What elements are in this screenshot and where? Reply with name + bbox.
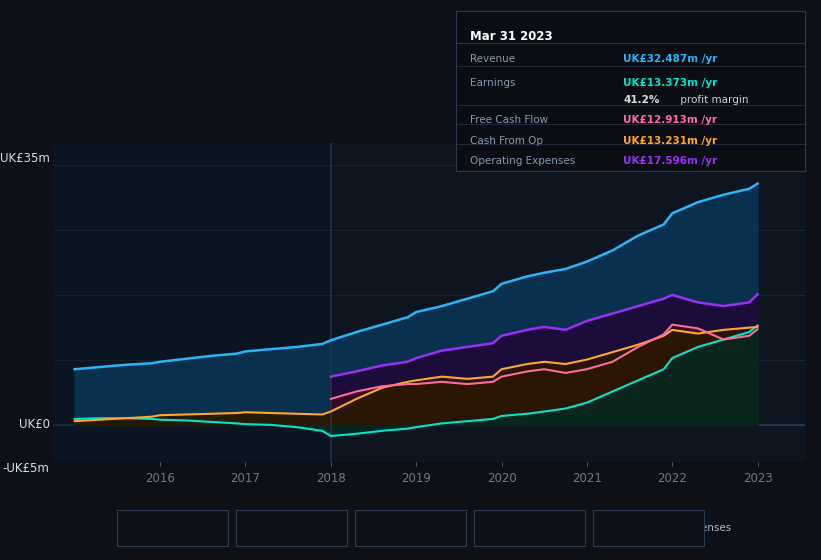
Text: ●: ● xyxy=(603,521,613,534)
Text: ●: ● xyxy=(365,521,375,534)
Text: Mar 31 2023: Mar 31 2023 xyxy=(470,30,553,43)
Text: -UK£5m: -UK£5m xyxy=(2,462,49,475)
Text: ●: ● xyxy=(245,521,256,534)
Text: UK£32.487m /yr: UK£32.487m /yr xyxy=(623,54,718,64)
Bar xyxy=(53,143,331,462)
Text: UK£0: UK£0 xyxy=(19,418,49,431)
Text: UK£35m: UK£35m xyxy=(0,152,49,165)
Text: Operating Expenses: Operating Expenses xyxy=(470,156,575,166)
Text: Revenue: Revenue xyxy=(149,523,195,533)
Text: Cash From Op: Cash From Op xyxy=(507,523,580,533)
Text: UK£13.373m /yr: UK£13.373m /yr xyxy=(623,78,718,88)
Text: Earnings: Earnings xyxy=(470,78,515,88)
Text: Cash From Op: Cash From Op xyxy=(470,136,543,146)
Text: UK£17.596m /yr: UK£17.596m /yr xyxy=(623,156,718,166)
Text: profit margin: profit margin xyxy=(677,95,749,105)
Text: UK£13.231m /yr: UK£13.231m /yr xyxy=(623,136,718,146)
Text: Free Cash Flow: Free Cash Flow xyxy=(388,523,466,533)
Text: Free Cash Flow: Free Cash Flow xyxy=(470,115,548,125)
Text: ●: ● xyxy=(484,521,494,534)
Text: ●: ● xyxy=(126,521,137,534)
Text: Revenue: Revenue xyxy=(470,54,515,64)
Text: UK£12.913m /yr: UK£12.913m /yr xyxy=(623,115,717,125)
Text: Operating Expenses: Operating Expenses xyxy=(626,523,732,533)
Text: 41.2%: 41.2% xyxy=(623,95,659,105)
Text: Earnings: Earnings xyxy=(269,523,314,533)
